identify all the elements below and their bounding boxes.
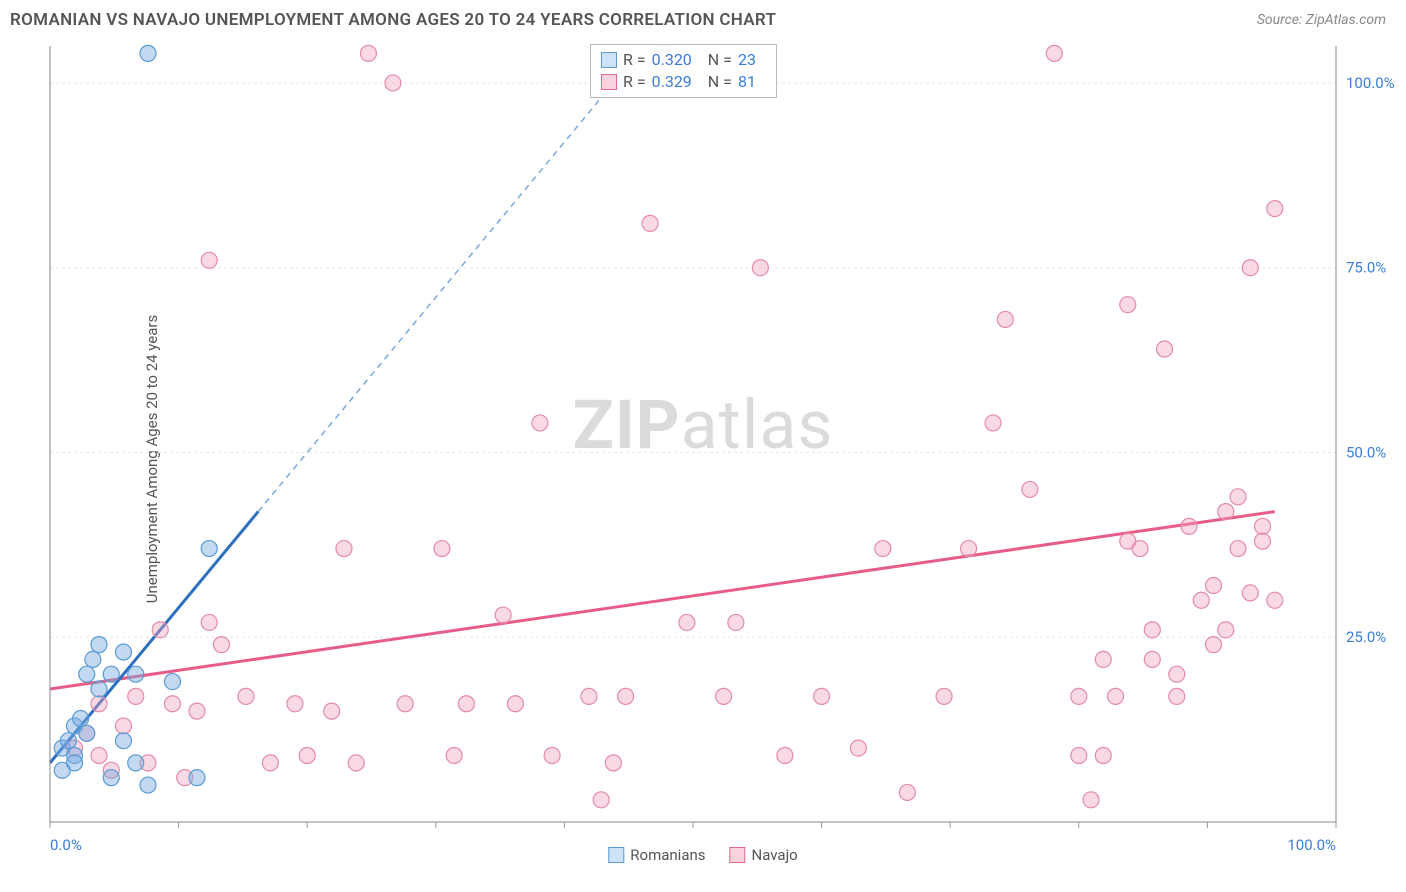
legend-swatch-navajo bbox=[730, 847, 746, 863]
svg-text:75.0%: 75.0% bbox=[1346, 259, 1386, 277]
legend-swatch-navajo bbox=[601, 74, 617, 90]
stats-legend: R = 0.320 N = 23 R = 0.329 N = 81 bbox=[590, 44, 777, 98]
svg-text:50.0%: 50.0% bbox=[1346, 443, 1386, 461]
legend-swatch-romanians bbox=[608, 847, 624, 863]
scatter-plot: 25.0% 50.0% 75.0% 100.0% 0.0% 100.0% bbox=[40, 36, 1406, 882]
stats-legend-row: R = 0.320 N = 23 bbox=[601, 49, 766, 71]
legend-item-romanians: Romanians bbox=[608, 846, 705, 864]
legend-item-navajo: Navajo bbox=[730, 846, 798, 864]
svg-text:25.0%: 25.0% bbox=[1346, 628, 1386, 646]
legend-swatch-romanians bbox=[601, 52, 617, 68]
chart-source: Source: ZipAtlas.com bbox=[1257, 12, 1386, 28]
chart-title: ROMANIAN VS NAVAJO UNEMPLOYMENT AMONG AG… bbox=[10, 10, 776, 30]
series-legend: Romanians Navajo bbox=[608, 846, 797, 864]
svg-text:100.0%: 100.0% bbox=[1287, 836, 1336, 854]
stats-legend-row: R = 0.329 N = 81 bbox=[601, 71, 766, 93]
svg-text:0.0%: 0.0% bbox=[50, 836, 82, 854]
svg-text:100.0%: 100.0% bbox=[1346, 74, 1395, 92]
chart-area: Unemployment Among Ages 20 to 24 years 2… bbox=[0, 36, 1406, 882]
